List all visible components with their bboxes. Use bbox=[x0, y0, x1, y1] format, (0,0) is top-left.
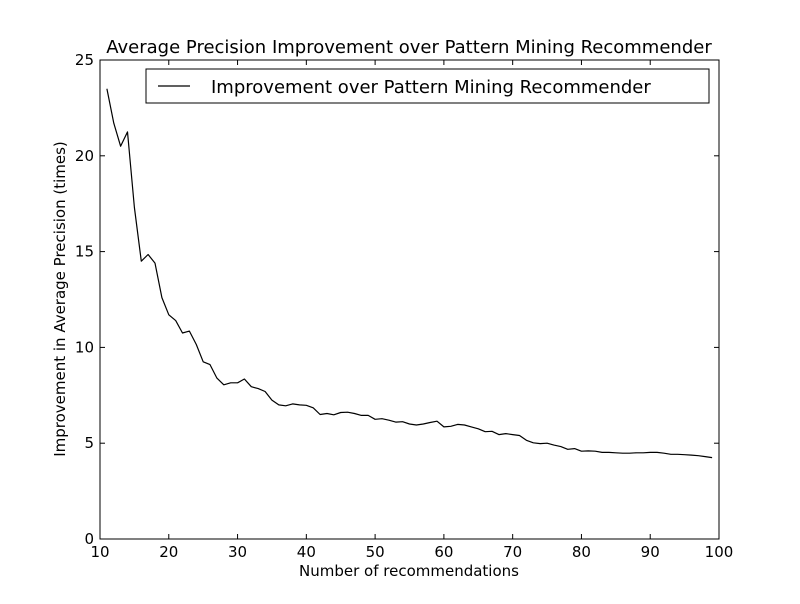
chart-title: Average Precision Improvement over Patte… bbox=[106, 37, 712, 58]
axes-frame bbox=[99, 59, 720, 540]
x-tick-label: 20 bbox=[159, 543, 178, 561]
y-tick-label: 20 bbox=[75, 147, 94, 165]
y-tick-label: 10 bbox=[75, 338, 94, 356]
y-tick-label: 25 bbox=[75, 51, 94, 69]
legend: Improvement over Pattern Mining Recommen… bbox=[145, 68, 710, 104]
x-tick-label: 10 bbox=[90, 543, 109, 561]
x-tick-label: 80 bbox=[572, 543, 591, 561]
y-axis-label: Improvement in Average Precision (times) bbox=[51, 141, 69, 457]
x-axis-label: Number of recommendations bbox=[299, 562, 519, 580]
plot-area: 10 20 30 40 50 60 70 80 90 100 0 5 10 15 20 25 bbox=[75, 51, 733, 561]
x-tick-label: 90 bbox=[641, 543, 660, 561]
legend-label: Improvement over Pattern Mining Recommen… bbox=[211, 77, 651, 98]
x-tick-label: 70 bbox=[503, 543, 522, 561]
x-tick-label: 30 bbox=[228, 543, 247, 561]
y-tick-label: 15 bbox=[75, 243, 94, 261]
y-tick-label: 0 bbox=[84, 530, 94, 548]
y-tick-label: 5 bbox=[84, 434, 94, 452]
x-tick-label: 60 bbox=[434, 543, 453, 561]
x-tick-label: 100 bbox=[705, 543, 734, 561]
x-tick-label: 40 bbox=[297, 543, 316, 561]
legend-box bbox=[145, 68, 710, 104]
x-tick-label: 50 bbox=[366, 543, 385, 561]
series-line-0 bbox=[106, 88, 713, 459]
